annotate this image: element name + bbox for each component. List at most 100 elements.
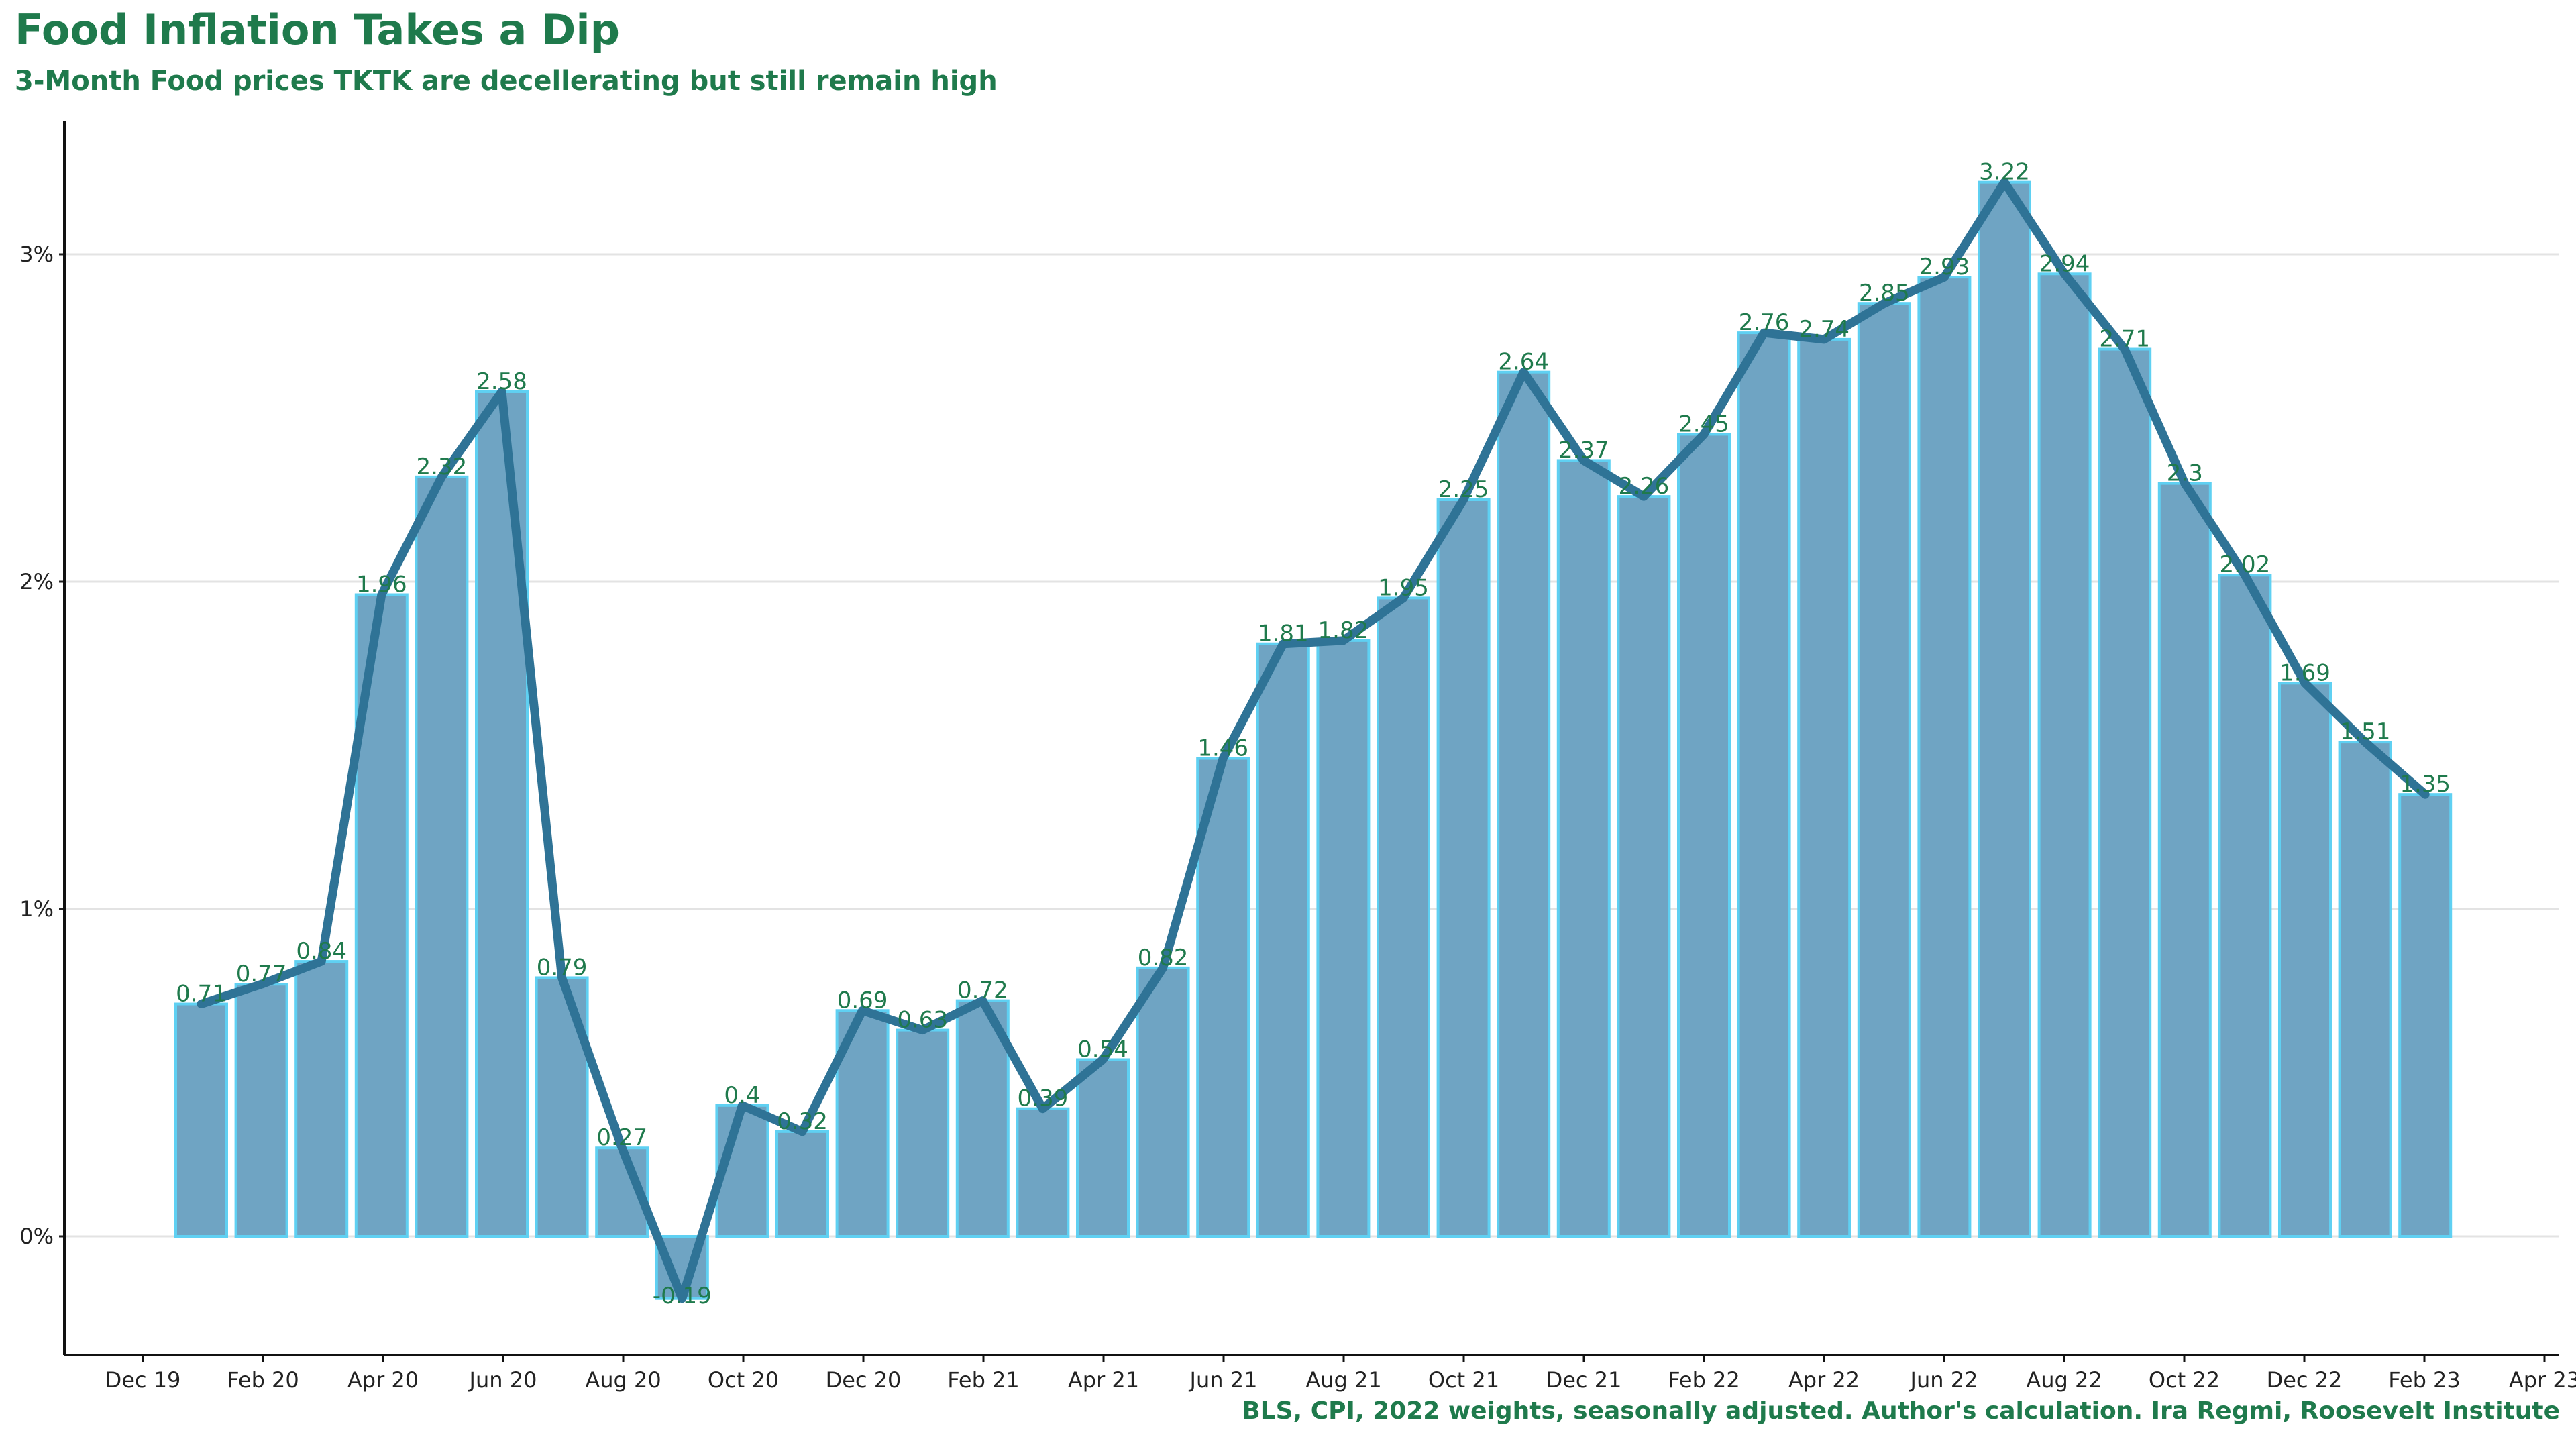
data-label: 1.96 <box>356 572 407 598</box>
x-tick-label: Apr 21 <box>1068 1367 1139 1393</box>
bar <box>1917 276 1972 1238</box>
data-label: 0.82 <box>1138 945 1189 971</box>
data-label: 1.69 <box>2279 659 2330 686</box>
data-label: 0.69 <box>837 987 888 1014</box>
bar <box>1256 642 1310 1238</box>
data-label: 2.94 <box>2039 250 2090 277</box>
bar <box>174 1002 228 1238</box>
chart-subtitle: 3-Month Food prices TKTK are decellerati… <box>15 66 998 97</box>
x-tick-label: Apr 23 <box>2509 1367 2576 1393</box>
bar <box>1978 180 2031 1238</box>
data-label: 2.71 <box>2099 326 2150 353</box>
bar <box>1436 498 1491 1238</box>
source-caption: BLS, CPI, 2022 weights, seasonally adjus… <box>1242 1397 2560 1425</box>
data-label: 2.93 <box>1919 254 1970 280</box>
y-tick-label: 1% <box>19 896 54 922</box>
x-tick-label: Feb 22 <box>1668 1367 1740 1393</box>
bar <box>1797 337 1851 1238</box>
x-tick-label: Feb 23 <box>2388 1367 2461 1393</box>
y-tick-label: 3% <box>19 241 54 267</box>
bar <box>294 960 349 1238</box>
data-label: 2.32 <box>417 453 468 480</box>
bar <box>1677 433 1731 1238</box>
data-label: 2.64 <box>1498 349 1549 376</box>
x-tick-label: Dec 20 <box>826 1367 902 1393</box>
x-tick-label: Jun 22 <box>1909 1367 1978 1393</box>
bar <box>1016 1107 1070 1238</box>
bar <box>1857 302 1911 1238</box>
bar <box>2398 793 2453 1238</box>
x-tick-label: Aug 20 <box>585 1367 661 1393</box>
x-tick-label: Dec 22 <box>2267 1367 2343 1393</box>
bar <box>234 983 288 1238</box>
data-label: 0.54 <box>1077 1036 1128 1063</box>
bar <box>1497 370 1551 1238</box>
bar <box>835 1009 890 1238</box>
x-tick-label: Apr 20 <box>347 1367 419 1393</box>
data-label: 2.25 <box>1438 476 1489 503</box>
data-label: 1.35 <box>2400 771 2451 798</box>
bar <box>1316 639 1371 1238</box>
data-label: 2.76 <box>1739 309 1790 336</box>
x-tick-label: Dec 21 <box>1546 1367 1622 1393</box>
bars <box>174 180 2453 1300</box>
x-tick-label: Oct 22 <box>2149 1367 2220 1393</box>
chart-title: Food Inflation Takes a Dip <box>15 5 620 54</box>
bar <box>1617 495 1671 1238</box>
bar <box>2037 272 2092 1238</box>
bar <box>2338 741 2392 1238</box>
y-tick-label: 2% <box>19 569 54 594</box>
data-label: 0.84 <box>296 938 347 965</box>
bar <box>1556 459 1611 1238</box>
data-label: 2.37 <box>1558 437 1609 464</box>
bar <box>2157 482 2212 1238</box>
bar <box>2278 682 2332 1238</box>
data-label: 2.74 <box>1799 316 1849 343</box>
x-tick-label: Aug 21 <box>1305 1367 1381 1393</box>
x-tick-label: Apr 22 <box>1788 1367 1860 1393</box>
trend-line <box>197 178 2430 1303</box>
bar <box>1377 596 1430 1238</box>
data-label: 0.72 <box>957 977 1008 1004</box>
data-label: 0.71 <box>176 981 227 1008</box>
data-label: 0.77 <box>236 961 287 987</box>
bar <box>475 390 529 1238</box>
x-tick-label: Feb 20 <box>227 1367 299 1393</box>
bar <box>2098 347 2152 1238</box>
y-tick-label: 0% <box>19 1224 54 1249</box>
data-label: 2.58 <box>476 368 527 395</box>
data-label: 1.81 <box>1258 621 1309 647</box>
x-tick-label: Jun 20 <box>468 1367 537 1393</box>
data-label: 0.32 <box>777 1108 828 1135</box>
data-label: 1.46 <box>1197 735 1248 762</box>
data-label: 0.4 <box>724 1082 760 1109</box>
data-label: -0.19 <box>653 1283 712 1309</box>
x-tick-label: Oct 21 <box>1428 1367 1499 1393</box>
x-tick-label: Feb 21 <box>947 1367 1020 1393</box>
bar <box>415 475 469 1238</box>
data-label: 0.27 <box>596 1124 647 1151</box>
axes: 0% 1% 2% 3% Dec 19 Feb 20 Apr 20 Jun 20 Aug 20 Oc… <box>19 121 2576 1393</box>
x-tick-label: Oct 20 <box>708 1367 779 1393</box>
data-label: 1.51 <box>2340 718 2391 745</box>
data-labels: 0.71 0.77 0.84 1.96 2.32 2.58 0.79 0.27 -0.19 0.4… <box>176 159 2451 1309</box>
data-label: 2.3 <box>2167 460 2203 487</box>
bar <box>2218 574 2272 1238</box>
data-label: 2.02 <box>2220 551 2271 578</box>
data-label: 2.45 <box>1678 411 1729 437</box>
data-label: 0.39 <box>1018 1085 1069 1112</box>
x-tick-label: Jun 21 <box>1189 1367 1258 1393</box>
data-label: 0.63 <box>897 1007 948 1034</box>
data-label: 1.95 <box>1378 574 1429 601</box>
bar <box>896 1028 950 1238</box>
data-label: 1.82 <box>1318 617 1369 644</box>
data-label: 2.26 <box>1619 473 1670 500</box>
bar <box>1737 331 1791 1238</box>
data-label: 2.85 <box>1859 280 1910 307</box>
bar <box>775 1130 829 1238</box>
data-label: 0.79 <box>537 954 588 981</box>
bar <box>1136 966 1190 1238</box>
x-tick-label: Aug 22 <box>2026 1367 2102 1393</box>
x-tick-label: Dec 19 <box>105 1367 181 1393</box>
